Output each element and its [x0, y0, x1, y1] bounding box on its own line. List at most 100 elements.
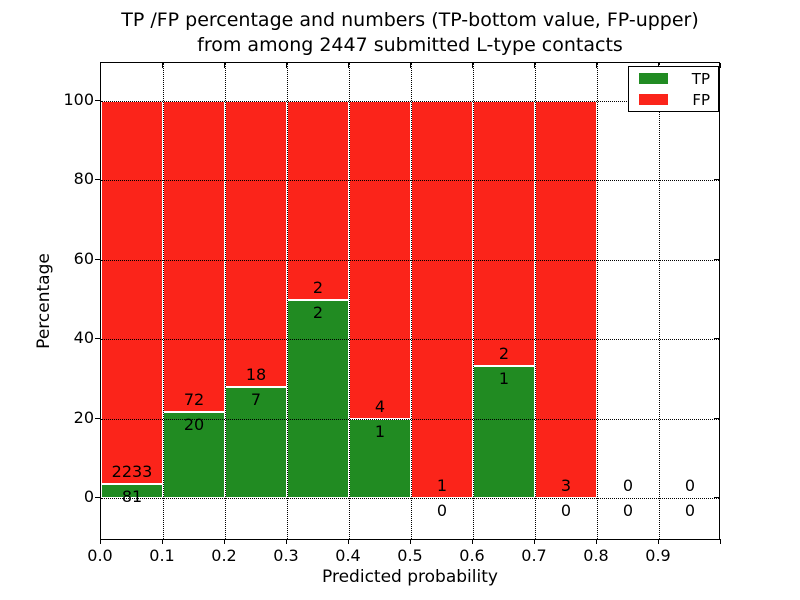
x-tick-mark — [472, 539, 473, 544]
fp-count-label-0.5-0.6: 1 — [436, 476, 448, 495]
bar-segment-fp-0.0-0.1 — [101, 101, 163, 485]
tp-count-label-0.4-0.5: 1 — [374, 421, 386, 441]
legend-entry-fp: FP — [639, 91, 710, 109]
x-tick-label-0.1: 0.1 — [149, 546, 175, 565]
fp-count-label-0.2-0.3: 18 — [245, 364, 267, 384]
x-tick-mark — [410, 539, 411, 544]
x-tick-mark-top — [100, 63, 101, 68]
legend: TP FP — [628, 66, 719, 112]
x-tick-mark — [658, 539, 659, 544]
legend-label-fp: FP — [692, 90, 710, 109]
x-tick-label-0.2: 0.2 — [211, 546, 237, 565]
y-axis-label: Percentage — [34, 253, 54, 349]
legend-swatch-tp-icon — [639, 73, 668, 84]
chart-title-line2: from among 2447 submitted L-type contact… — [197, 34, 623, 56]
gridline-x-0.8 — [597, 63, 598, 539]
bar-segment-fp-0.7-0.8 — [535, 101, 597, 498]
bar-segment-fp-0.3-0.4 — [287, 101, 349, 300]
x-tick-mark-top — [658, 63, 659, 68]
fp-count-label-0.3-0.4: 2 — [312, 277, 324, 297]
x-tick-mark — [162, 539, 163, 544]
tp-count-label-0.5-0.6: 0 — [436, 501, 448, 520]
x-tick-mark-top — [410, 63, 411, 68]
y-tick-mark-right — [714, 497, 719, 498]
tp-count-label-0.3-0.4: 2 — [312, 302, 324, 322]
x-tick-mark-top — [720, 63, 721, 68]
y-tick-mark-right — [714, 338, 719, 340]
x-tick-mark-top — [162, 63, 163, 68]
bar-segment-fp-0.5-0.6 — [411, 101, 473, 498]
x-tick-mark-top — [224, 63, 225, 68]
gridline-y-100 — [101, 101, 719, 102]
legend-entry-tp: TP — [639, 70, 710, 88]
plot-area: TP FP 2233 81 72 20 18 7 2 2 4 1 1 0 2 1 3 0 0 0 0 0 — [100, 62, 720, 540]
tp-count-label-0.8-0.9: 0 — [622, 501, 634, 520]
y-tick-label-100: 100 — [63, 90, 94, 109]
bar-segment-tp-0.3-0.4 — [287, 299, 349, 498]
x-tick-mark — [596, 539, 597, 544]
tp-count-label-0.2-0.3: 7 — [250, 389, 262, 409]
bar-segment-tp-0.2-0.3 — [225, 386, 287, 498]
x-tick-label-0.9: 0.9 — [645, 546, 671, 565]
y-tick-mark — [95, 258, 100, 260]
y-tick-mark — [95, 497, 100, 498]
fp-count-label-0.7-0.8: 3 — [560, 476, 572, 495]
y-tick-label-0: 0 — [83, 487, 94, 506]
x-tick-label-0.8: 0.8 — [583, 546, 609, 565]
gridline-x-0.3 — [287, 63, 288, 539]
fp-count-label-0.8-0.9: 0 — [622, 476, 634, 495]
legend-label-tp: TP — [691, 69, 710, 88]
y-tick-label-40: 40 — [73, 328, 94, 348]
fp-count-label-0.4-0.5: 4 — [374, 396, 386, 416]
y-tick-mark — [95, 179, 100, 181]
y-tick-label-60: 60 — [73, 248, 94, 268]
x-tick-label-0.4: 0.4 — [335, 546, 361, 565]
x-tick-mark — [348, 539, 349, 544]
x-tick-label-0.7: 0.7 — [521, 546, 547, 565]
bar-segment-tp-0.1-0.2 — [163, 411, 225, 498]
x-tick-mark-top — [348, 63, 349, 68]
gridline-x-0.1 — [163, 63, 164, 539]
gridline-x-0.9 — [659, 63, 660, 539]
gridline-y-0 — [101, 498, 719, 499]
chart-title-line1: TP /FP percentage and numbers (TP-bottom… — [121, 9, 699, 31]
y-tick-mark — [95, 338, 100, 340]
x-tick-label-0.5: 0.5 — [397, 546, 423, 565]
fp-count-label-0.9-1.0: 0 — [684, 476, 696, 495]
tp-count-label-0.7-0.8: 0 — [560, 501, 572, 520]
tp-count-label-0.9-1.0: 0 — [684, 501, 696, 520]
x-tick-mark — [534, 539, 535, 544]
y-tick-mark — [95, 417, 100, 419]
gridline-y-60 — [101, 259, 719, 261]
x-tick-mark-top — [472, 63, 473, 68]
y-tick-mark — [95, 100, 100, 101]
bar-segment-fp-0.6-0.7 — [473, 101, 535, 366]
gridline-x-0.6 — [473, 63, 474, 539]
bar-segment-fp-0.1-0.2 — [163, 101, 225, 412]
bar-segment-tp-0.0-0.1 — [101, 484, 163, 498]
tp-count-label-0.1-0.2: 20 — [183, 414, 205, 434]
fp-count-label-0.1-0.2: 72 — [183, 389, 205, 409]
x-tick-label-0.3: 0.3 — [273, 546, 299, 565]
tp-count-label-0.6-0.7: 1 — [498, 368, 510, 388]
x-tick-mark — [720, 539, 721, 544]
x-tick-label-0.6: 0.6 — [459, 546, 485, 565]
y-tick-mark-right — [714, 417, 719, 419]
gridline-x-0.7 — [535, 63, 536, 539]
x-axis-label: Predicted probability — [322, 567, 498, 587]
gridline-y-40 — [101, 339, 719, 341]
x-tick-mark — [286, 539, 287, 544]
gridline-x-0.5 — [411, 63, 412, 539]
chart-title: TP /FP percentage and numbers (TP-bottom… — [100, 8, 720, 58]
fp-count-label-0.0-0.1: 2233 — [111, 462, 153, 482]
x-tick-mark-top — [596, 63, 597, 68]
x-tick-mark-top — [534, 63, 535, 68]
fp-count-label-0.6-0.7: 2 — [498, 343, 510, 363]
tp-count-label-0.0-0.1: 81 — [121, 487, 143, 507]
gridline-y-20 — [101, 418, 719, 420]
y-tick-mark-right — [714, 179, 719, 181]
gridline-x-0.4 — [349, 63, 350, 539]
y-tick-mark-right — [714, 258, 719, 260]
gridline-x-0.2 — [225, 63, 226, 539]
